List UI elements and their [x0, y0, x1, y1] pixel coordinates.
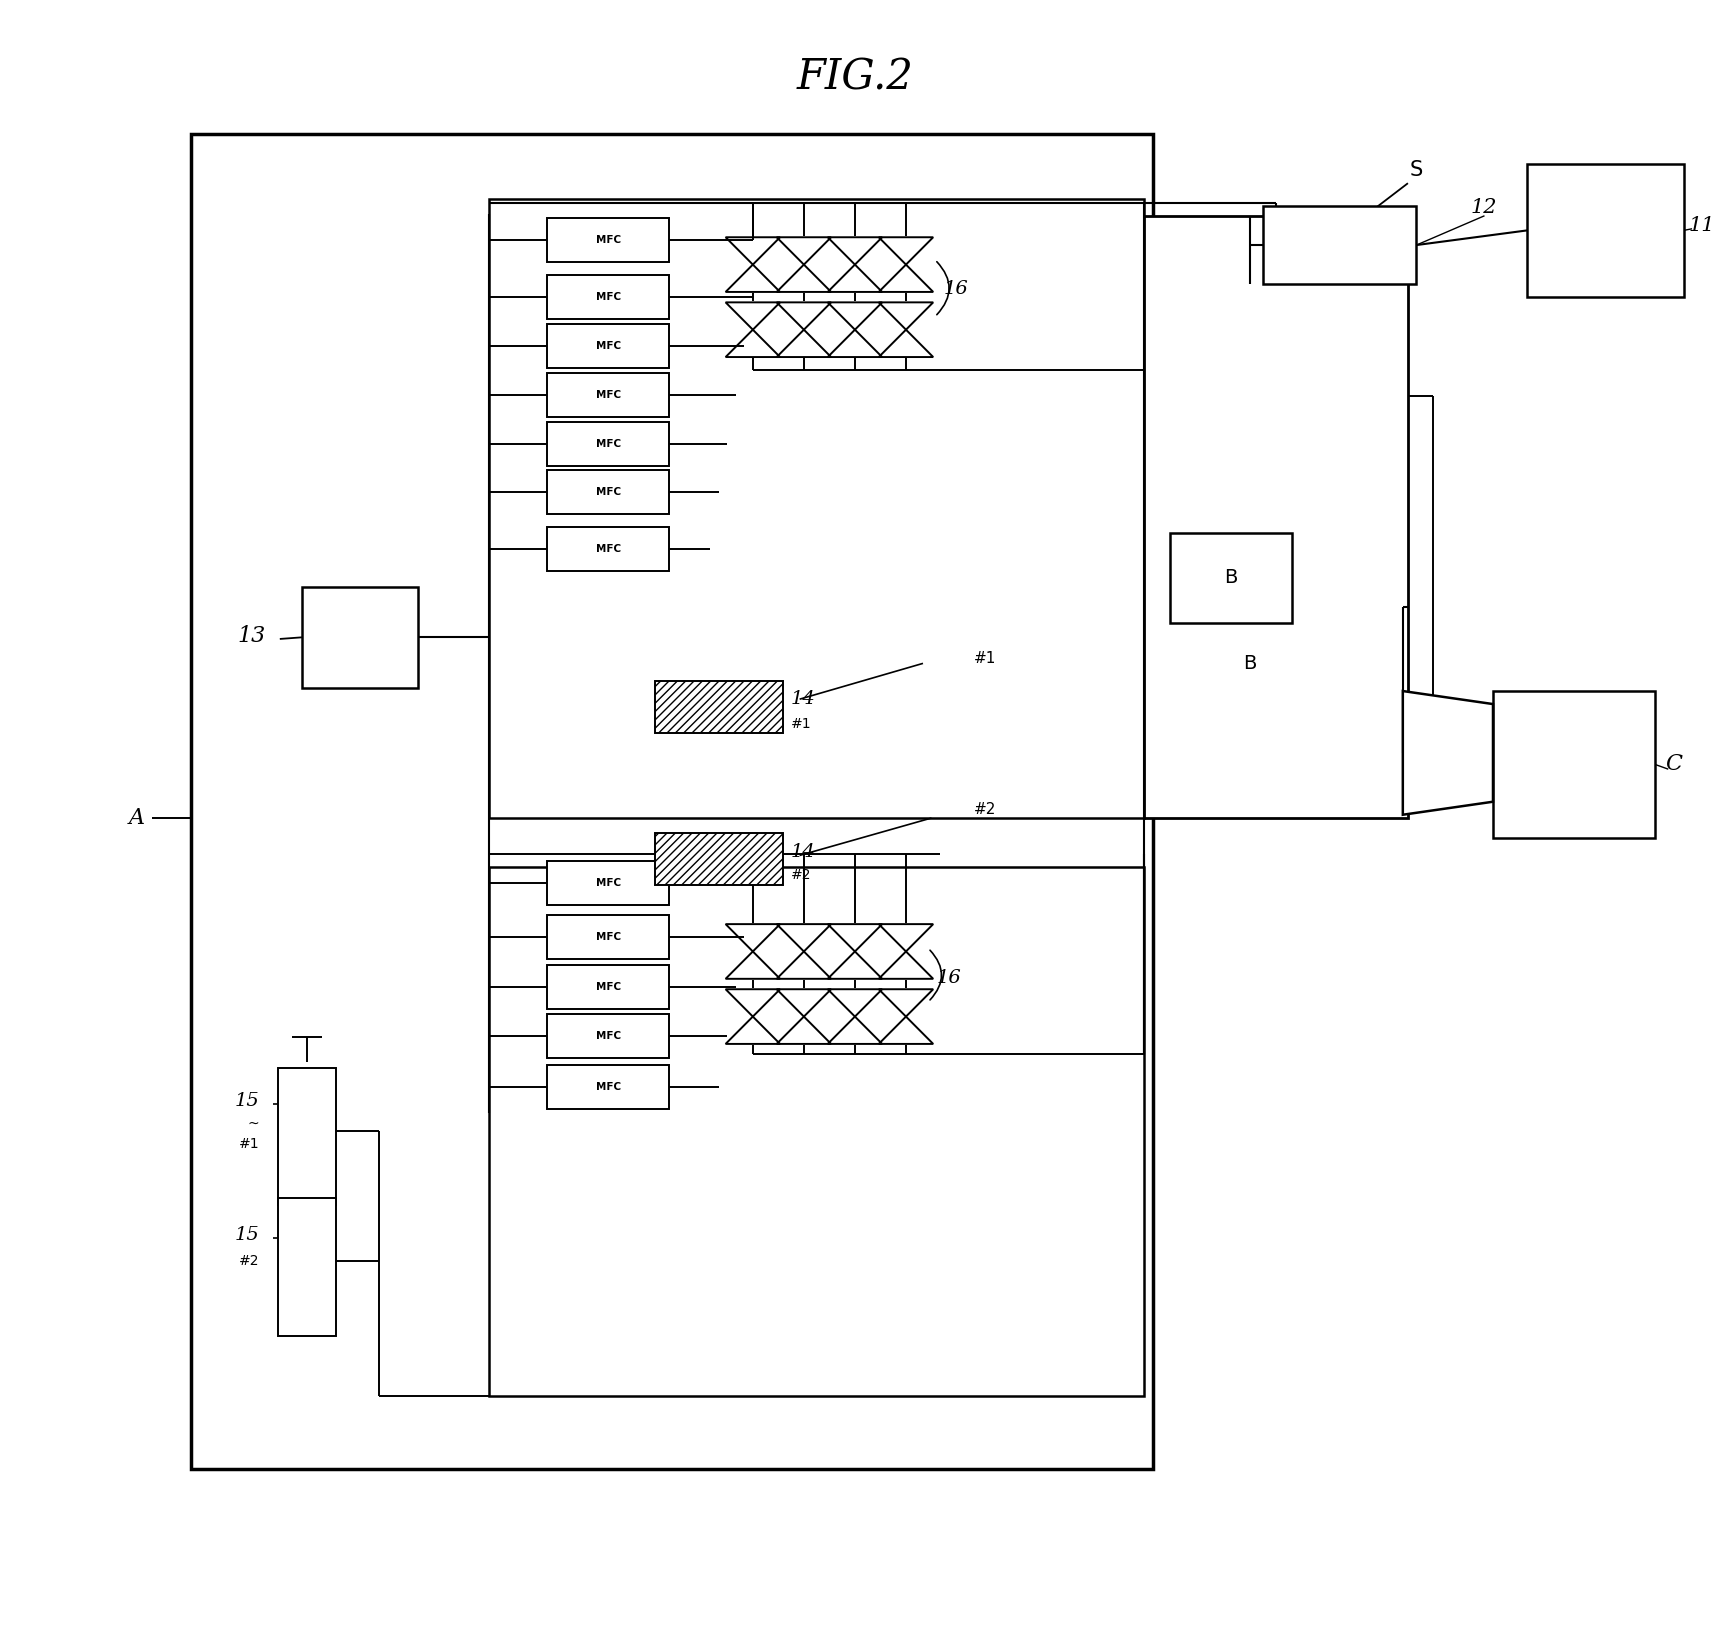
Bar: [1527, 164, 1683, 298]
Text: ~: ~: [248, 1117, 260, 1130]
Bar: [546, 861, 670, 905]
Text: B: B: [1225, 568, 1237, 587]
Text: 16: 16: [944, 280, 968, 298]
Text: 12: 12: [1471, 198, 1497, 218]
Bar: [546, 915, 670, 959]
Bar: [546, 422, 670, 466]
Bar: [1144, 216, 1408, 818]
Bar: [1494, 690, 1654, 838]
Bar: [546, 275, 670, 319]
Text: FIG.2: FIG.2: [796, 56, 913, 98]
Bar: [546, 1014, 670, 1058]
Text: #2: #2: [239, 1253, 260, 1268]
Bar: [1263, 206, 1416, 285]
Text: MFC: MFC: [596, 293, 620, 303]
Text: MFC: MFC: [596, 982, 620, 993]
Polygon shape: [1403, 690, 1494, 815]
Text: 15: 15: [234, 1225, 260, 1243]
Text: 11: 11: [1689, 216, 1714, 236]
Text: MFC: MFC: [596, 879, 620, 888]
Text: MFC: MFC: [596, 933, 620, 942]
Bar: [546, 527, 670, 571]
Bar: [655, 833, 782, 885]
Text: #2: #2: [791, 869, 812, 882]
Bar: [546, 471, 670, 514]
Text: #2: #2: [973, 802, 996, 818]
Bar: [546, 324, 670, 368]
Bar: [546, 965, 670, 1009]
Bar: [546, 373, 670, 417]
Text: B: B: [1242, 654, 1256, 672]
Text: S: S: [1409, 160, 1423, 180]
Text: C: C: [1664, 753, 1682, 775]
Text: MFC: MFC: [596, 1031, 620, 1040]
Text: A: A: [129, 807, 145, 829]
Text: MFC: MFC: [596, 488, 620, 497]
Bar: [489, 867, 1144, 1396]
Bar: [277, 1068, 336, 1206]
Text: 13: 13: [238, 625, 265, 646]
Text: MFC: MFC: [596, 545, 620, 555]
Bar: [546, 1065, 670, 1109]
Text: MFC: MFC: [596, 389, 620, 399]
Text: #1: #1: [239, 1137, 260, 1150]
Text: #1: #1: [973, 651, 996, 666]
Bar: [546, 218, 670, 262]
Text: MFC: MFC: [596, 438, 620, 448]
Text: 14: 14: [791, 843, 817, 861]
Text: 16: 16: [937, 969, 961, 987]
Bar: [277, 1198, 336, 1335]
Bar: [1170, 533, 1292, 623]
Text: MFC: MFC: [596, 236, 620, 245]
Text: MFC: MFC: [596, 340, 620, 352]
Text: 15: 15: [234, 1093, 260, 1111]
Bar: [191, 134, 1153, 1469]
Bar: [655, 681, 782, 733]
Text: #1: #1: [791, 717, 812, 731]
Bar: [302, 587, 417, 687]
Text: 14: 14: [791, 690, 817, 708]
Bar: [489, 200, 1144, 818]
Text: MFC: MFC: [596, 1081, 620, 1091]
